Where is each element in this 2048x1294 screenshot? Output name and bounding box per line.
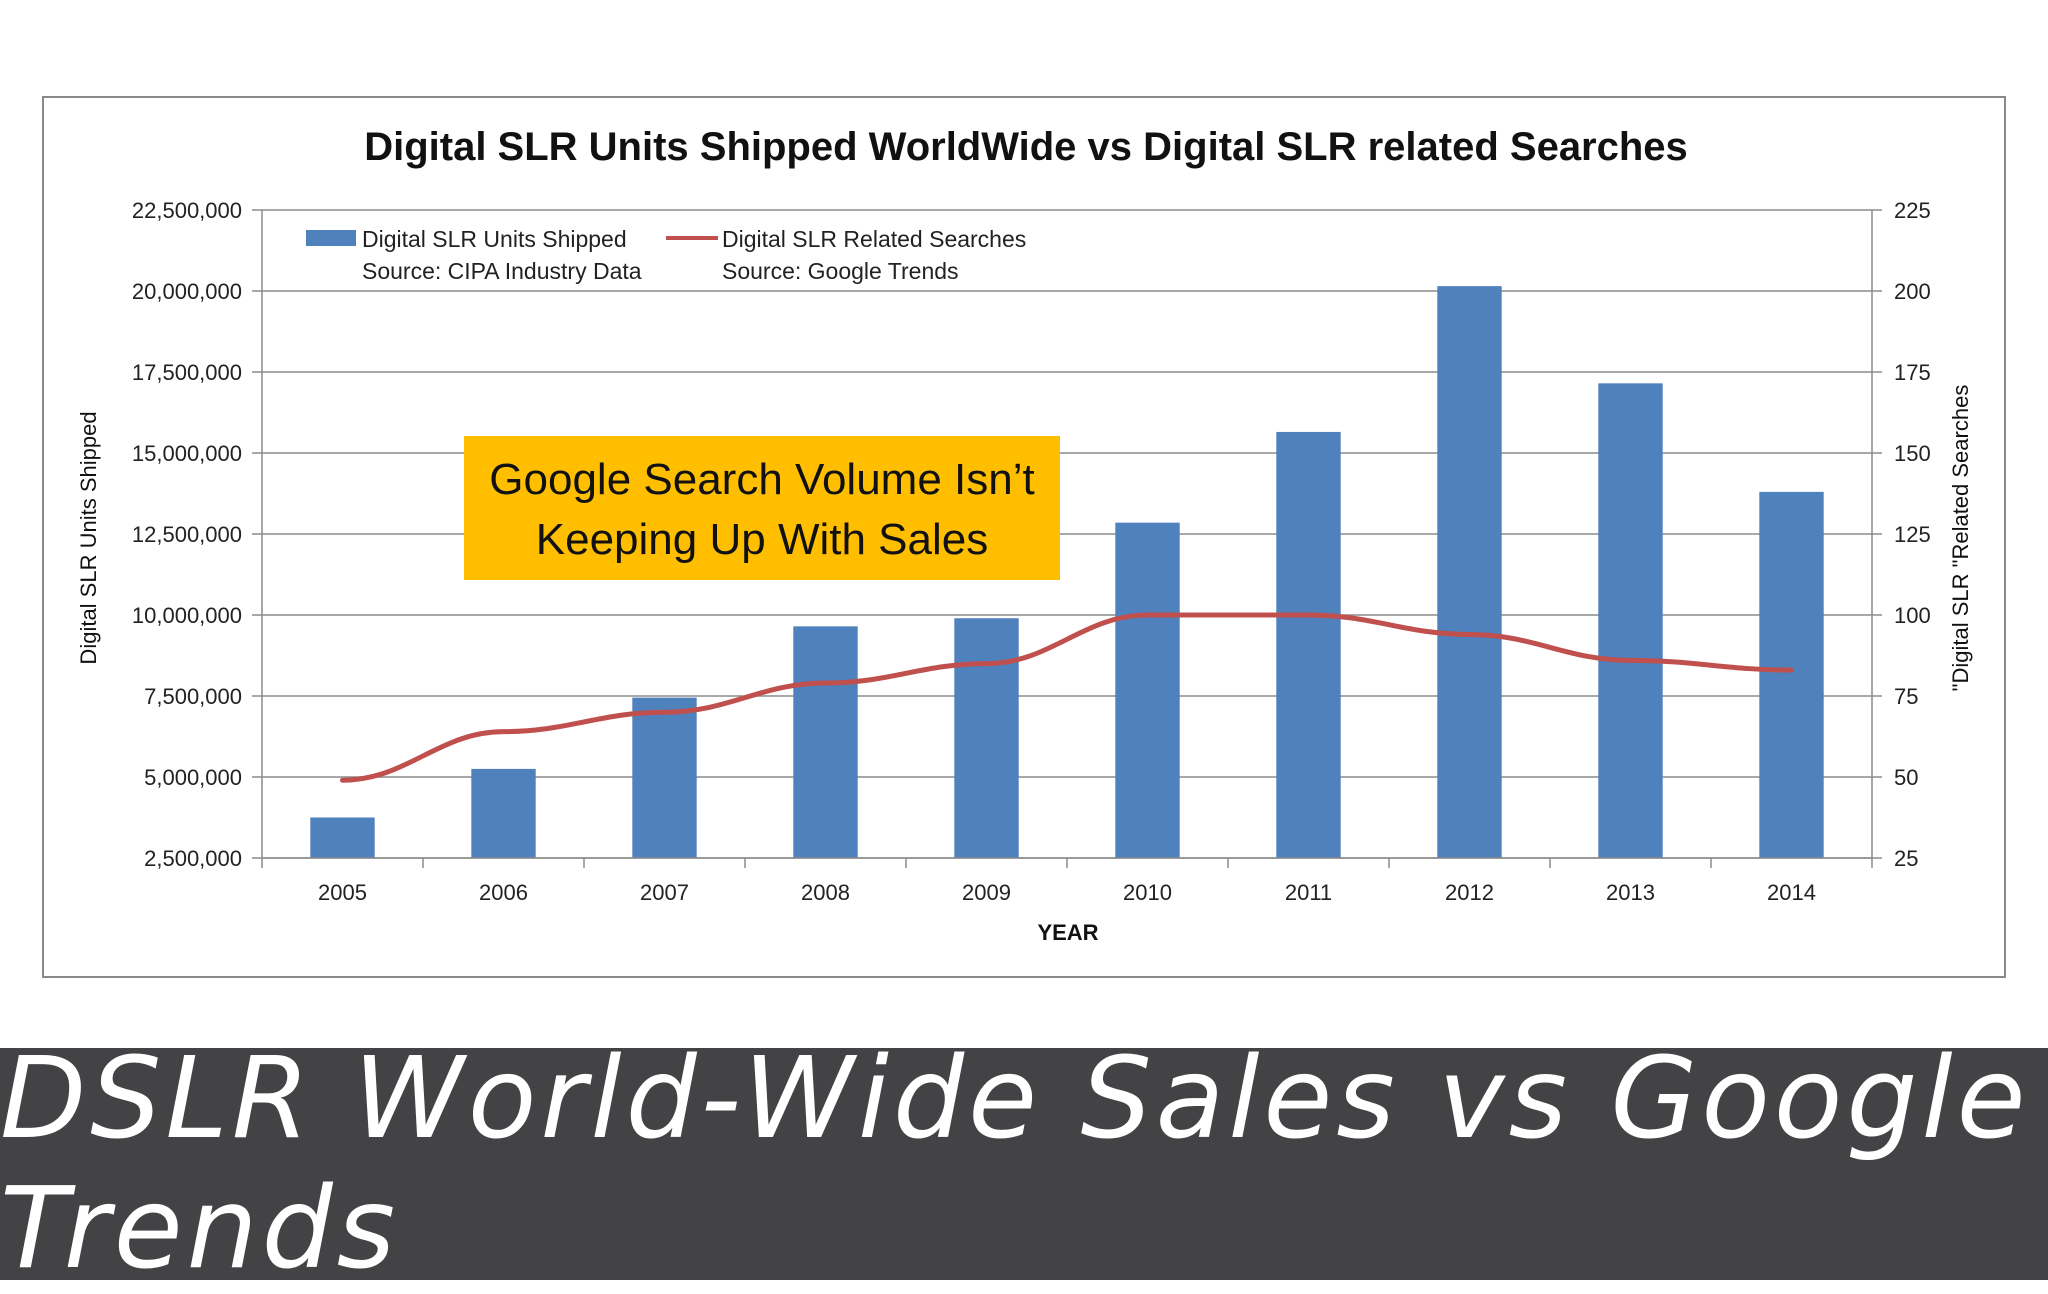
x-tick-label: 2008: [801, 880, 850, 905]
y2-axis-title: "Digital SLR "Related Searches: [1948, 385, 1973, 692]
chart-title: Digital SLR Units Shipped WorldWide vs D…: [364, 125, 1688, 169]
y2-tick-label: 175: [1894, 360, 1931, 385]
legend-label-units: Digital SLR Units Shipped: [362, 226, 627, 252]
y2-tick-label: 25: [1894, 846, 1918, 871]
bar-units-shipped: [793, 626, 858, 858]
y-tick-label: 2,500,000: [144, 846, 242, 871]
y-tick-label: 5,000,000: [144, 765, 242, 790]
chart-svg: Digital SLR Units Shipped WorldWide vs D…: [76, 125, 1973, 945]
bar-units-shipped: [632, 697, 697, 858]
y-axis-title: Digital SLR Units Shipped: [76, 411, 101, 664]
line-point-related-searches: [663, 710, 666, 714]
axis-layer: 2,500,000 5,000,000 7,500,000 10,000,000 12,…: [132, 198, 1931, 905]
x-tick-label: 2005: [318, 880, 367, 905]
callout-box: Google Search Volume Isn’t Keeping Up Wi…: [464, 436, 1060, 580]
x-tick-label: 2013: [1606, 880, 1655, 905]
bar-units-shipped: [1437, 286, 1502, 858]
x-axis-title: YEAR: [1037, 920, 1098, 945]
legend-source-units: Source: CIPA Industry Data: [362, 258, 642, 284]
footer-band: DSLR World-Wide Sales vs Google Trends: [0, 1034, 2048, 1294]
x-tick-label: 2014: [1767, 880, 1816, 905]
chart-frame: Digital SLR Units Shipped WorldWide vs D…: [42, 96, 2006, 978]
line-point-related-searches: [985, 662, 988, 666]
bar-units-shipped: [310, 817, 375, 858]
legend-label-searches: Digital SLR Related Searches: [722, 226, 1026, 252]
x-tick-label: 2006: [479, 880, 528, 905]
footer-title: DSLR World-Wide Sales vs Google Trends: [0, 1034, 2030, 1294]
line-point-related-searches: [824, 681, 827, 685]
x-tick-label: 2011: [1285, 880, 1332, 905]
x-tick-label: 2009: [962, 880, 1011, 905]
callout-background: [464, 436, 1060, 580]
y-tick-label: 7,500,000: [144, 684, 242, 709]
line-layer: [340, 612, 1794, 783]
line-point-related-searches: [502, 730, 505, 734]
y2-tick-label: 200: [1894, 279, 1931, 304]
legend-source-searches: Source: Google Trends: [722, 258, 959, 284]
legend-swatch-units: [306, 230, 356, 246]
y2-tick-label: 50: [1894, 765, 1918, 790]
line-point-related-searches: [1146, 613, 1149, 617]
y2-tick-label: 150: [1894, 441, 1931, 466]
callout-line-2: Keeping Up With Sales: [536, 515, 988, 564]
bar-units-shipped: [1598, 383, 1663, 858]
line-point-related-searches: [1790, 668, 1793, 672]
y2-tick-label: 225: [1894, 198, 1931, 223]
line-point-related-searches: [1629, 658, 1632, 662]
line-point-related-searches: [341, 778, 344, 782]
y-tick-label: 17,500,000: [132, 360, 242, 385]
legend: Digital SLR Units Shipped Source: CIPA I…: [306, 226, 1026, 284]
bar-units-shipped: [954, 618, 1019, 858]
bars-layer: [310, 286, 1824, 858]
y2-tick-label: 75: [1894, 684, 1918, 709]
x-tick-label: 2010: [1123, 880, 1172, 905]
bar-units-shipped: [1759, 491, 1824, 858]
y-tick-label: 10,000,000: [132, 603, 242, 628]
bar-units-shipped: [471, 768, 536, 858]
y-tick-label: 15,000,000: [132, 441, 242, 466]
y-tick-label: 20,000,000: [132, 279, 242, 304]
y2-tick-label: 100: [1894, 603, 1931, 628]
x-tick-label: 2012: [1445, 880, 1494, 905]
callout-line-1: Google Search Volume Isn’t: [489, 455, 1034, 504]
y-tick-label: 12,500,000: [132, 522, 242, 547]
x-tick-label: 2007: [640, 880, 689, 905]
line-related-searches: [340, 612, 1794, 783]
line-point-related-searches: [1468, 632, 1471, 636]
y-tick-label: 22,500,000: [132, 198, 242, 223]
bar-units-shipped: [1276, 431, 1341, 858]
y2-tick-label: 125: [1894, 522, 1931, 547]
line-point-related-searches: [1307, 613, 1310, 617]
bar-units-shipped: [1115, 522, 1180, 858]
